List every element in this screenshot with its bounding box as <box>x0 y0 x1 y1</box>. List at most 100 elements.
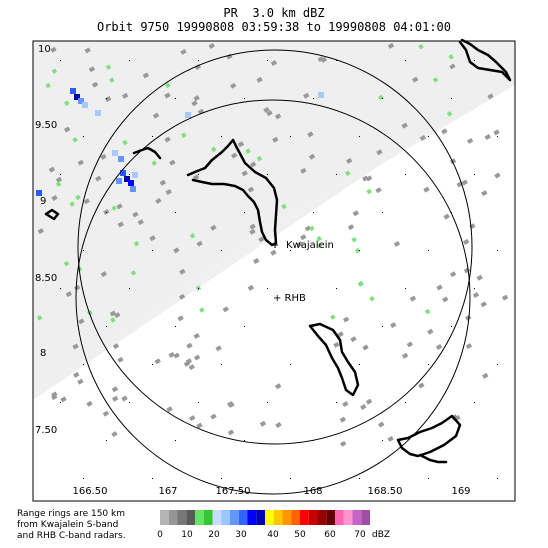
echo-cell <box>60 396 67 403</box>
grid-dot <box>83 136 84 137</box>
echo-cell <box>137 219 144 226</box>
grid-dot <box>60 402 61 403</box>
echo-cell <box>114 312 121 319</box>
echo-cell-green <box>133 241 140 247</box>
echo-cell <box>274 113 282 120</box>
echo-cell-blue <box>185 112 191 118</box>
echo-cell-green <box>354 247 361 254</box>
grid-dot <box>336 288 337 289</box>
echo-cell <box>320 56 328 63</box>
grid-dot <box>83 478 84 479</box>
echo-cell <box>51 394 58 401</box>
grid-dot <box>267 174 268 175</box>
lon-label: 168 <box>303 486 322 497</box>
echo-cell <box>178 293 186 300</box>
echo-cell <box>482 372 489 379</box>
echo-cell <box>393 240 401 247</box>
grid-dot <box>221 364 222 365</box>
echo-cell <box>303 92 310 99</box>
colorbar-tick: 30 <box>235 530 247 540</box>
echo-cell-blue <box>128 180 134 186</box>
colorbar-unit: dBZ <box>372 530 390 540</box>
echo-cell <box>183 360 191 367</box>
echo-cell <box>164 136 171 143</box>
grid-dot <box>290 136 291 137</box>
echo-cell-green <box>316 235 322 242</box>
colorbar-swatch <box>361 510 370 525</box>
echo-cell <box>154 358 161 365</box>
grid-dot <box>244 212 245 213</box>
colorbar-swatch <box>265 510 274 525</box>
echo-cell <box>37 228 44 235</box>
echo-cell-green <box>75 194 81 201</box>
grid-dot <box>83 250 84 251</box>
echo-cell <box>365 175 373 182</box>
echo-cell <box>208 42 215 49</box>
echo-cell-blue <box>78 98 84 104</box>
colorbar-swatch <box>160 510 169 525</box>
range-ring-note-line-1: Range rings are 150 km <box>17 509 125 519</box>
echo-cell <box>418 382 425 389</box>
grid-dot <box>428 364 429 365</box>
grid-dot <box>83 364 84 365</box>
echo-cell <box>342 316 350 323</box>
grid-dot <box>152 478 153 479</box>
echo-cell-blue <box>120 170 126 176</box>
grid-dot <box>129 402 130 403</box>
echo-cell <box>155 197 162 204</box>
echo-cell <box>250 161 257 168</box>
grid-dot <box>313 212 314 213</box>
colorbar-swatch <box>273 510 283 525</box>
grid-dot <box>451 98 452 99</box>
echo-cell <box>350 336 357 343</box>
grid-dot <box>428 136 429 137</box>
echo-cell <box>342 401 349 408</box>
echo-cell <box>339 440 347 447</box>
colorbar-swatch <box>352 510 362 525</box>
echo-cell <box>111 431 118 438</box>
grid-dot <box>198 288 199 289</box>
grid-dot <box>474 174 475 175</box>
site-kwajalein-label: Kwajalein <box>286 240 334 251</box>
echo-cell <box>337 331 344 338</box>
echo-cell <box>186 342 193 349</box>
echo-cell-green <box>366 188 372 195</box>
pr-swath-main <box>33 41 515 395</box>
echo-cell <box>77 159 84 166</box>
colorbar-swatch <box>177 510 187 525</box>
echo-cell <box>249 223 256 230</box>
echo-cell-green <box>105 64 112 71</box>
echo-cell-green <box>69 201 75 207</box>
echo-cell-blue <box>116 178 122 184</box>
colorbar-swatch <box>317 510 327 525</box>
echo-cell-green <box>189 233 196 239</box>
echo-cell <box>390 322 397 329</box>
echo-cell-blue <box>70 88 76 94</box>
grid-dot <box>428 250 429 251</box>
echo-cell <box>112 395 119 402</box>
echo-cell <box>253 258 260 264</box>
grid-dot <box>405 60 406 61</box>
grid-dot <box>244 326 245 327</box>
title-line-1: PR 3.0 km dBZ <box>223 6 325 20</box>
grid-dot <box>106 98 107 99</box>
echo-cell <box>441 128 448 135</box>
echo-cell <box>449 158 457 165</box>
grid-dot <box>382 440 383 441</box>
echo-cell <box>307 131 314 138</box>
echo-cell <box>387 42 395 49</box>
echo-cell-green <box>181 132 187 138</box>
echo-cells-green <box>36 43 454 323</box>
grid-dot <box>313 98 314 99</box>
echo-cell <box>436 284 443 291</box>
colorbar-swatch <box>335 510 344 525</box>
echo-cell <box>258 236 265 243</box>
site-rhb-label: + RHB <box>273 293 306 304</box>
echo-cell <box>100 271 108 278</box>
grid-dot <box>497 364 498 365</box>
echo-cell <box>465 343 473 350</box>
grid-dot <box>451 440 452 441</box>
echo-cell <box>449 63 456 70</box>
echo-cell <box>73 371 80 378</box>
echo-cell-green <box>64 100 70 106</box>
